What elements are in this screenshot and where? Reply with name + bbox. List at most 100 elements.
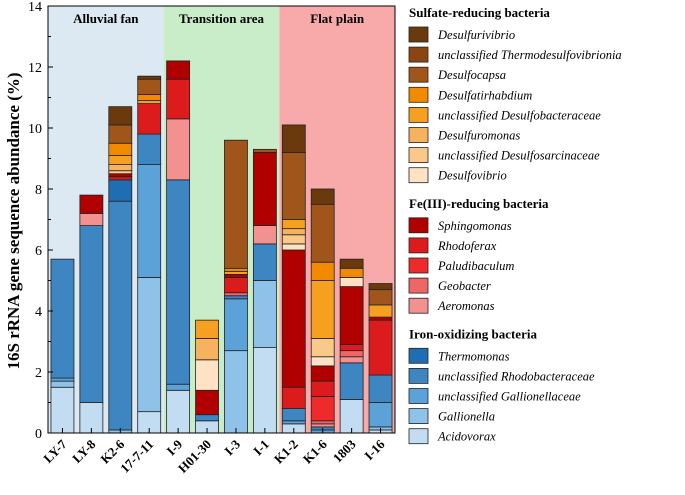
bar-segment bbox=[108, 164, 133, 172]
legend-group-title: Fe(III)-reducing bacteria bbox=[409, 196, 549, 211]
bar-segment bbox=[108, 106, 133, 126]
bar-segment bbox=[310, 423, 335, 428]
bar-segment bbox=[339, 350, 364, 358]
bar-segment bbox=[281, 228, 306, 236]
bar-segment bbox=[281, 249, 306, 388]
legend-swatch bbox=[408, 147, 429, 164]
y-tick-label: 4 bbox=[35, 305, 42, 320]
legend-label: Desulfuromonas bbox=[437, 129, 520, 143]
bar-segment bbox=[339, 356, 364, 364]
bar-segment bbox=[252, 148, 277, 153]
bar-segment bbox=[368, 402, 393, 428]
bar-segment bbox=[108, 200, 133, 431]
bar-segment bbox=[281, 234, 306, 245]
bar-segment bbox=[166, 179, 191, 385]
bar-segment bbox=[281, 124, 306, 153]
y-tick-label: 14 bbox=[28, 0, 42, 15]
bar-segment bbox=[252, 243, 277, 281]
bar-segment bbox=[281, 386, 306, 410]
legend-label: Geobacter bbox=[438, 279, 491, 293]
bar-segment bbox=[79, 225, 104, 403]
legend-swatch bbox=[408, 428, 429, 445]
bar-segment bbox=[108, 124, 133, 144]
legend-swatch bbox=[408, 388, 429, 404]
bar-segment bbox=[137, 164, 162, 278]
bar-segment bbox=[281, 219, 306, 230]
legend-label: Rhodoferax bbox=[437, 239, 497, 253]
bar-segment bbox=[339, 362, 364, 400]
legend-label: Acidovorax bbox=[437, 430, 496, 444]
bar-segment bbox=[310, 420, 335, 425]
legend-group-title: Sulfate-reducing bacteria bbox=[409, 5, 550, 20]
bar-segment bbox=[368, 289, 393, 306]
bar-segment bbox=[137, 277, 162, 413]
y-axis-label: 16S rRNA gene sequence abundance (%) bbox=[4, 72, 23, 369]
legend: Sulfate-reducing bacteria Desulfurivibrio… bbox=[408, 5, 622, 445]
legend-swatch bbox=[408, 167, 429, 184]
y-tick-label: 10 bbox=[28, 122, 42, 137]
bar-segment bbox=[310, 356, 335, 367]
legend-label: unclassified Rhodobacteraceae bbox=[438, 369, 595, 383]
bar-segment bbox=[224, 273, 248, 278]
bar-segment bbox=[166, 60, 191, 80]
bar-segment bbox=[50, 258, 75, 379]
bar-segment bbox=[195, 359, 219, 391]
bar-segment bbox=[50, 380, 75, 388]
bar-segment bbox=[368, 319, 393, 376]
bar-segment bbox=[339, 277, 364, 288]
bar-segment bbox=[368, 374, 393, 403]
x-tick-label: H01-30 bbox=[175, 437, 214, 476]
bar-segment bbox=[252, 225, 277, 245]
legend-label: Desulfurivibrio bbox=[437, 28, 515, 42]
legend-swatch bbox=[408, 217, 429, 234]
legend-swatch bbox=[408, 237, 429, 254]
legend-label: Desulfocapsa bbox=[437, 68, 506, 82]
bar-segment bbox=[224, 350, 248, 434]
legend-swatch bbox=[408, 277, 429, 294]
legend-swatch bbox=[408, 127, 429, 143]
bar-segment bbox=[339, 286, 364, 345]
bar-segment bbox=[368, 304, 393, 318]
bar-segment bbox=[195, 414, 219, 422]
bar-segment bbox=[137, 75, 162, 80]
y-tick-label: 2 bbox=[35, 366, 42, 381]
bar-segment bbox=[224, 292, 248, 297]
legend-label: Desulfovibrio bbox=[437, 169, 507, 183]
bar-segment bbox=[368, 316, 393, 321]
x-tick-label: K1-2 bbox=[271, 437, 301, 467]
legend-swatch bbox=[408, 347, 429, 364]
bar-segment bbox=[137, 100, 162, 105]
y-tick-label: 6 bbox=[35, 244, 42, 259]
legend-swatch bbox=[408, 26, 429, 43]
bar-segment bbox=[339, 399, 364, 434]
legend-label: Paludibaculum bbox=[437, 259, 514, 273]
legend-swatch bbox=[408, 257, 429, 274]
bar-segment bbox=[108, 173, 133, 178]
x-tick-label: I-9 bbox=[163, 436, 185, 458]
bar-segment bbox=[368, 283, 393, 291]
legend-swatch bbox=[408, 408, 429, 425]
bar-segment bbox=[281, 151, 306, 220]
bar-segment bbox=[224, 295, 248, 300]
y-tick-label: 12 bbox=[28, 61, 42, 76]
bar-segment bbox=[108, 179, 133, 202]
bar-segment bbox=[224, 270, 248, 275]
bar-segment bbox=[224, 267, 248, 272]
region-label: Alluvial fan bbox=[73, 11, 139, 26]
bar-segment bbox=[310, 365, 335, 382]
legend-swatch bbox=[408, 107, 429, 123]
bar-segment bbox=[137, 103, 162, 135]
region-label: Flat plain bbox=[310, 11, 365, 26]
bar-segment bbox=[50, 386, 75, 434]
legend-label: unclassified Thermodesulfovibrionia bbox=[438, 48, 622, 62]
bar-segment bbox=[166, 78, 191, 120]
bar-segment bbox=[310, 380, 335, 397]
legend-label: unclassified Gallionellaceae bbox=[438, 390, 581, 404]
bar-segment bbox=[137, 133, 162, 166]
legend-group-title: Iron-oxidizing bacteria bbox=[409, 326, 537, 341]
x-tick-label: I-1 bbox=[250, 437, 272, 459]
bar-segment bbox=[339, 258, 364, 269]
bar-segment bbox=[50, 377, 75, 382]
bar-segment bbox=[195, 389, 219, 416]
